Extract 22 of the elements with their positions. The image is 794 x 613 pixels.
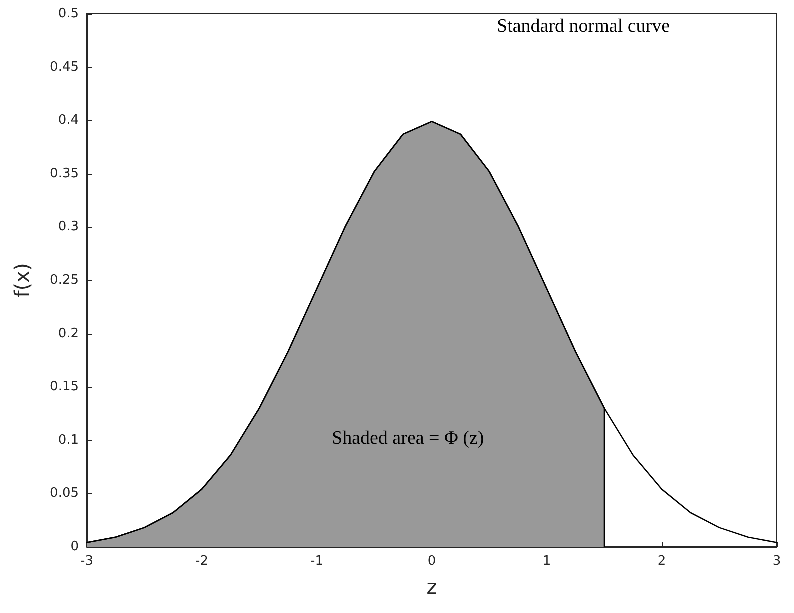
- y-tick-label: 0.25: [50, 273, 79, 288]
- x-tick-label: -1: [310, 554, 324, 569]
- annotation: Standard normal curve: [497, 16, 670, 37]
- y-tick-label: 0.35: [50, 166, 79, 182]
- y-tick-label: 0.15: [50, 380, 79, 395]
- y-tick-label: 0: [70, 540, 79, 554]
- y-tick-label: 0.5: [58, 6, 79, 22]
- annotation: Shaded area = Φ (z): [332, 428, 484, 449]
- x-tick-label: -2: [196, 554, 208, 569]
- y-tick-label: 0.1: [58, 432, 79, 448]
- y-tick-label: 0.3: [58, 220, 79, 235]
- y-tick-label: 0.4: [58, 113, 79, 128]
- x-tick-label: 1: [542, 554, 552, 569]
- x-tick-label: 3: [772, 554, 782, 569]
- y-tick-label: 0.45: [50, 60, 79, 75]
- y-tick-label: 0.05: [50, 486, 79, 502]
- x-axis-title: z: [426, 575, 438, 599]
- y-axis-title: f(x): [10, 263, 34, 298]
- x-tick-label: 2: [658, 554, 666, 569]
- y-tick-label: 0.2: [58, 326, 79, 342]
- x-tick-label: 0: [428, 554, 436, 569]
- x-tick-label: -3: [80, 554, 94, 569]
